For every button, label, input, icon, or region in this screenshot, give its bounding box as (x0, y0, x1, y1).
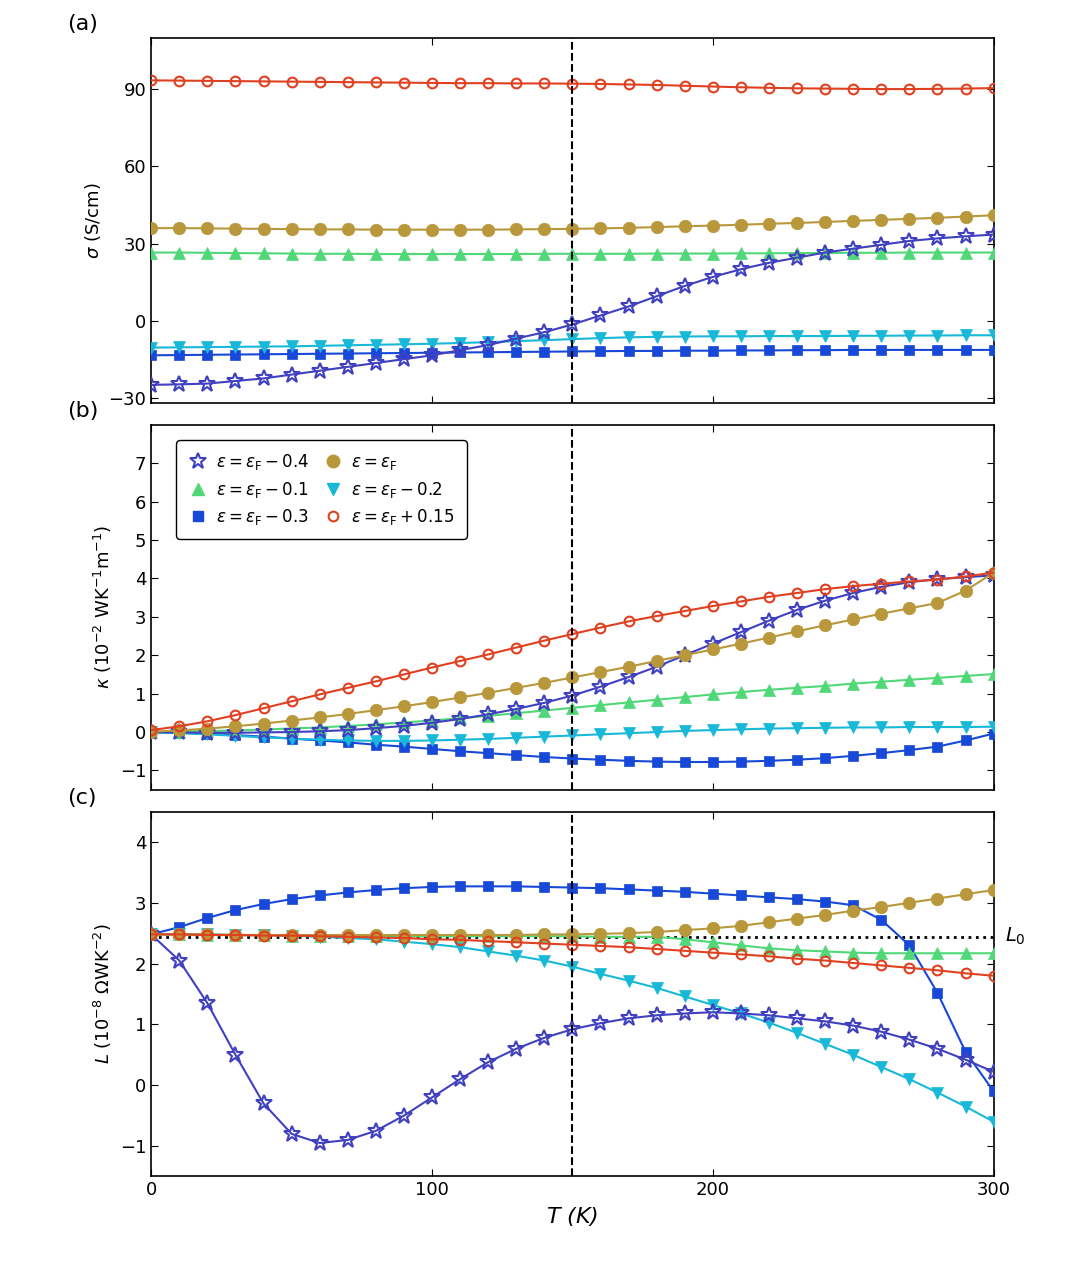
X-axis label: $T$ (K): $T$ (K) (546, 1204, 598, 1228)
Y-axis label: $L$ (10$^{-8}$ $\Omega$WK$^{-2}$): $L$ (10$^{-8}$ $\Omega$WK$^{-2}$) (92, 923, 114, 1064)
Y-axis label: $\sigma$ (S/cm): $\sigma$ (S/cm) (83, 182, 103, 258)
Text: (a): (a) (67, 14, 98, 34)
Legend: $\varepsilon = \varepsilon_{\rm F} - 0.4$, $\varepsilon = \varepsilon_{\rm F} - : $\varepsilon = \varepsilon_{\rm F} - 0.4… (176, 440, 467, 539)
Y-axis label: $\kappa$ (10$^{-2}$ WK$^{-1}$m$^{-1}$): $\kappa$ (10$^{-2}$ WK$^{-1}$m$^{-1}$) (92, 525, 114, 689)
Text: (b): (b) (67, 401, 98, 421)
Text: $L_0$: $L_0$ (1004, 926, 1025, 947)
Text: (c): (c) (67, 788, 96, 808)
